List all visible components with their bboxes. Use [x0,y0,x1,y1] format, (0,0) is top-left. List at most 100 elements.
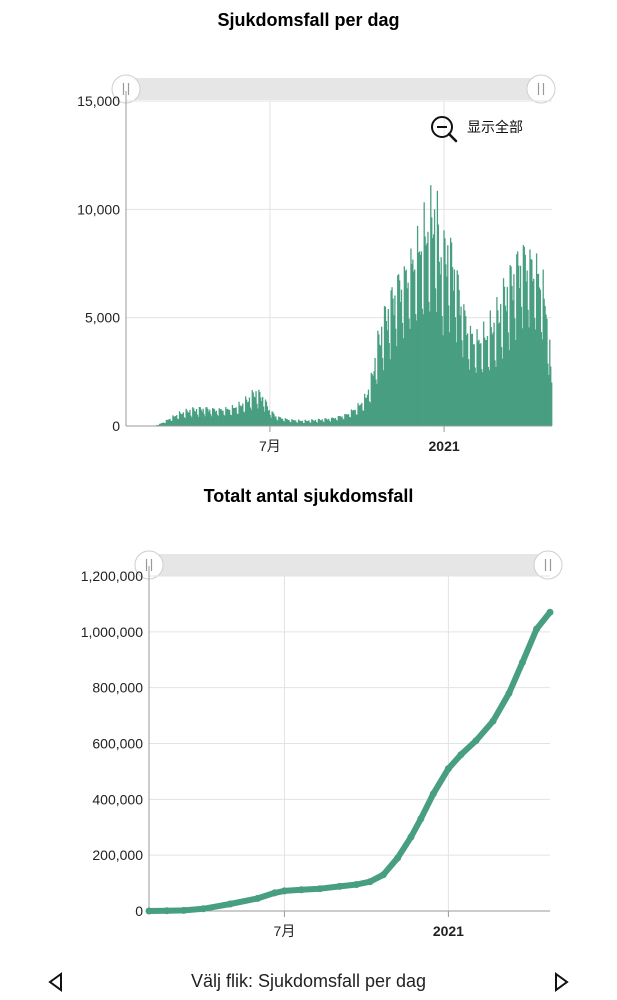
bar [414,269,416,426]
bar [194,411,197,426]
bar [211,408,214,426]
bar [283,421,286,426]
bar [456,270,458,426]
bar [274,416,276,426]
bar [214,411,217,426]
data-point [429,790,437,798]
bar [337,416,339,426]
bar [405,269,407,426]
bar [381,358,384,426]
data-point [145,907,153,915]
bar [420,251,422,426]
scrollbar-handle-right[interactable] [526,74,556,104]
bar [222,410,224,426]
bar [499,322,501,426]
bar [194,410,196,426]
y-tick-label: 800,000 [92,680,143,696]
range-scrollbar[interactable] [111,74,556,104]
bar [234,407,236,426]
chevron-right-icon[interactable] [549,970,573,994]
bar [472,344,474,426]
bar [272,412,274,426]
bar [409,328,411,426]
bar [531,259,533,426]
bar [262,406,265,426]
bar [480,343,482,426]
bar [476,329,478,426]
bar [419,254,422,426]
bar [443,230,445,426]
bar [188,412,190,426]
bar [220,408,222,426]
bar [287,419,289,426]
data-point [472,737,480,745]
bar [388,343,390,426]
bar [428,301,430,426]
range-scrollbar[interactable] [134,550,563,580]
bar [261,401,263,426]
scrollbar-track[interactable] [149,554,548,576]
bar [335,419,337,426]
data-point [489,717,497,725]
scrollbar-handle-right[interactable] [533,550,563,580]
bar [416,225,419,426]
bar [469,325,472,426]
bar [451,267,454,426]
chevron-left-icon[interactable] [44,970,68,994]
bar [408,318,410,426]
scrollbar-handle-left[interactable] [111,74,141,104]
bar [278,416,280,426]
bar [500,347,503,426]
bar [529,249,531,426]
zoom-reset-button[interactable]: 显示全部 [431,116,523,143]
bar [548,375,550,426]
bar [500,304,502,426]
bar [327,419,329,426]
bar [302,422,304,426]
bar [282,420,285,426]
scrollbar-track[interactable] [126,78,541,100]
bar [342,418,344,426]
data-point [199,905,207,913]
bar [407,282,409,426]
bar [395,328,397,426]
bar [353,410,355,426]
bar [445,264,447,426]
bar [415,314,417,426]
bar [394,295,396,426]
bar [244,412,246,426]
bar [165,419,167,426]
bar [382,370,385,426]
bar [488,370,490,426]
bar [539,289,542,426]
bar [401,322,404,426]
zoom-out-icon[interactable] [431,116,458,143]
bar [247,401,250,426]
bar [541,339,543,426]
bar [460,306,462,426]
bar [386,330,388,426]
bar [549,339,551,426]
bar [524,254,526,426]
bar [528,327,530,426]
bar [185,408,187,426]
tab-selector-label[interactable]: Välj flik: Sjukdomsfall per dag [190,971,427,991]
bar [338,415,340,426]
bar [275,416,277,426]
bar [250,409,252,426]
bar [341,416,343,426]
bar [320,420,322,426]
bar [317,418,320,426]
x-tick-label: 7月 [274,923,296,939]
bar [298,420,301,426]
zoom-reset-label[interactable]: 显示全部 [467,119,523,135]
data-point [533,625,541,633]
bar [527,309,529,426]
bar [421,308,423,426]
bar [411,264,413,426]
bar [187,412,189,426]
bar [162,422,165,426]
scrollbar-handle-left[interactable] [134,550,164,580]
bar [392,298,394,426]
bar [213,409,216,426]
